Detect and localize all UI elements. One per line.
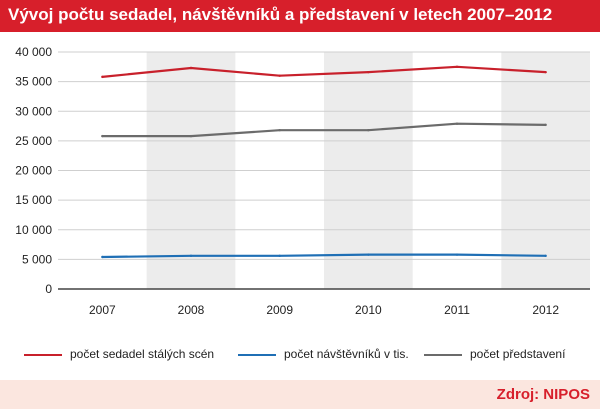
data-point-0-2 bbox=[278, 74, 281, 77]
y-tick-label: 25 000 bbox=[15, 134, 52, 148]
x-tick-label: 2012 bbox=[532, 303, 559, 317]
data-point-0-4 bbox=[455, 65, 459, 69]
data-point-1-4 bbox=[455, 253, 459, 256]
data-point-2-4 bbox=[455, 122, 459, 125]
data-point-0-5 bbox=[544, 70, 547, 74]
legend-label-visitors: počet návštěvníků v tis. bbox=[284, 347, 409, 361]
x-tick-label: 2009 bbox=[266, 303, 293, 317]
data-point-1-0 bbox=[101, 255, 104, 259]
legend-swatch-performances bbox=[424, 354, 462, 356]
chart-title: Vývoj počtu sedadel, návštěvníků a předs… bbox=[8, 5, 553, 24]
data-point-0-3 bbox=[367, 70, 370, 74]
data-point-2-1 bbox=[189, 134, 193, 138]
data-point-1-1 bbox=[189, 254, 193, 258]
data-point-2-5 bbox=[544, 123, 547, 127]
series-line-2 bbox=[102, 122, 546, 138]
legend-swatch-visitors bbox=[238, 354, 276, 356]
data-point-0-1 bbox=[189, 66, 193, 70]
data-point-2-2 bbox=[278, 129, 281, 132]
title-bar: Vývoj počtu sedadel, návštěvníků a předs… bbox=[0, 0, 600, 32]
y-tick-label: 5 000 bbox=[22, 252, 52, 266]
y-tick-label: 40 000 bbox=[15, 45, 52, 59]
series-line-1 bbox=[102, 253, 546, 259]
x-tick-label: 2007 bbox=[89, 303, 116, 317]
legend-swatch-seats bbox=[24, 354, 62, 356]
y-tick-label: 20 000 bbox=[15, 164, 52, 178]
legend: počet sedadel stálých scén počet návštěv… bbox=[0, 345, 600, 365]
x-tick-label: 2011 bbox=[444, 303, 470, 317]
y-tick-label: 15 000 bbox=[15, 193, 52, 207]
data-point-0-0 bbox=[101, 75, 104, 79]
source-label: Zdroj: NIPOS bbox=[496, 386, 590, 403]
y-tick-label: 10 000 bbox=[15, 223, 52, 237]
legend-label-performances: počet představení bbox=[470, 347, 566, 361]
data-point-1-2 bbox=[278, 254, 281, 258]
x-tick-label: 2008 bbox=[178, 303, 205, 317]
series-line-0 bbox=[102, 65, 546, 78]
source-bar: Zdroj: NIPOS bbox=[0, 380, 600, 409]
data-point-2-3 bbox=[367, 129, 370, 132]
legend-label-seats: počet sedadel stálých scén bbox=[70, 347, 215, 361]
y-tick-label: 30 000 bbox=[15, 104, 52, 118]
data-point-2-0 bbox=[101, 134, 104, 138]
y-tick-label: 35 000 bbox=[15, 75, 52, 89]
data-point-1-3 bbox=[367, 253, 370, 256]
line-chart: 0 5 000 10 000 15 000 20 000 25 000 30 000 35 0… bbox=[15, 45, 590, 317]
y-tick-label: 0 bbox=[45, 282, 52, 296]
x-tick-label: 2010 bbox=[355, 303, 382, 317]
data-point-1-5 bbox=[544, 254, 547, 258]
